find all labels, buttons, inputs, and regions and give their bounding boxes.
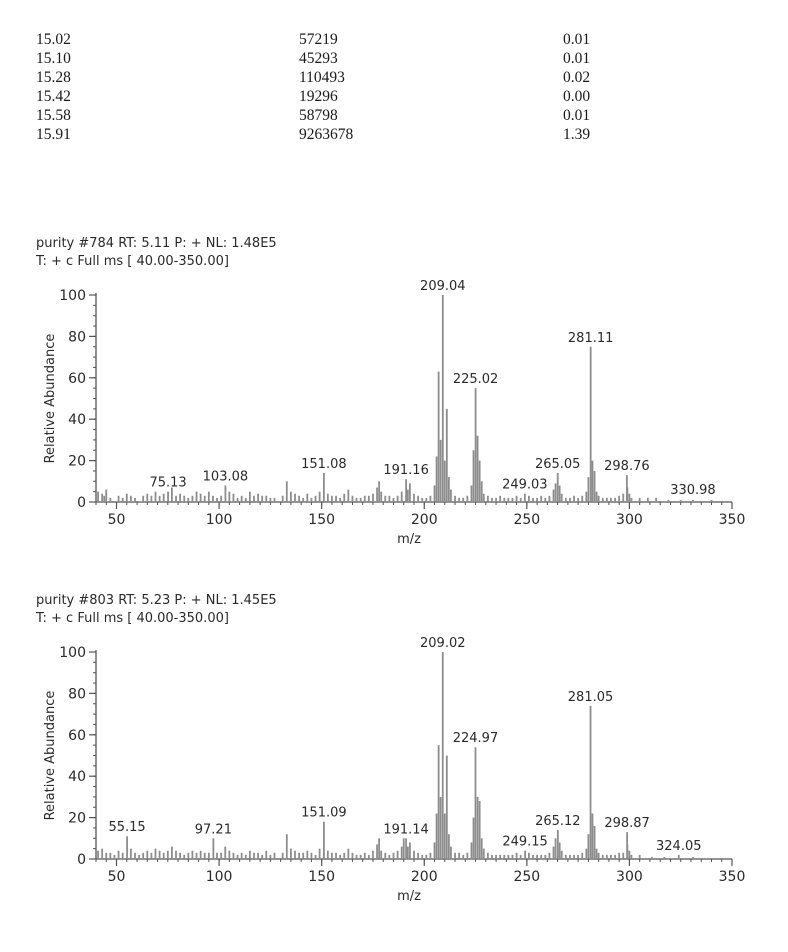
x-tick-label: 200 [411, 512, 438, 528]
table-row: 15.28 110493 0.02 [36, 68, 636, 87]
peak-label: 249.15 [502, 835, 548, 850]
chart-subtitle: T: + c Full ms [ 40.00-350.00] [35, 254, 229, 269]
peak-label: 151.08 [301, 457, 347, 472]
x-tick-label: 100 [206, 512, 233, 528]
peak-label: 298.87 [604, 816, 650, 831]
mass-spectrum-chart-2: purity #803 RT: 5.23 P: + NL: 1.45E5 T: +… [35, 593, 746, 904]
peak-label: 75.13 [149, 476, 186, 491]
x-tick-label: 350 [719, 869, 746, 885]
y-tick-label: 100 [59, 288, 86, 304]
y-tick-label: 40 [68, 769, 86, 785]
peak-label: 55.15 [108, 820, 145, 835]
peak-label: 265.12 [535, 814, 581, 829]
mass-spectrum-chart-1: purity #784 RT: 5.11 P: + NL: 1.48E5 T: +… [35, 236, 746, 547]
table-cell-area: 9263678 [299, 126, 354, 143]
peak-label: 191.14 [383, 822, 429, 837]
y-tick-label: 100 [59, 645, 86, 661]
y-tick-label: 20 [68, 454, 86, 470]
peak-label: 151.09 [301, 806, 347, 821]
x-tick-label: 50 [108, 869, 126, 885]
table-cell-area: 45293 [299, 50, 338, 67]
x-tick-label: 250 [513, 512, 540, 528]
table-row: 15.58 58798 0.01 [36, 106, 636, 125]
table-cell-area: 57219 [299, 31, 338, 48]
x-tick-label: 300 [616, 512, 643, 528]
y-tick-label: 60 [68, 728, 86, 744]
y-tick-label: 80 [68, 329, 86, 345]
table-cell-rt: 15.91 [36, 126, 71, 143]
table-cell-percent: 0.01 [563, 31, 591, 48]
y-axis-label: Relative Abundance [43, 334, 58, 464]
x-tick-label: 100 [206, 869, 233, 885]
peak-label: 281.11 [568, 331, 614, 346]
x-tick-label: 250 [513, 869, 540, 885]
x-axis-label: m/z [397, 889, 421, 904]
peak-label: 209.02 [420, 636, 466, 651]
peak-label: 249.03 [502, 478, 548, 493]
x-tick-label: 150 [308, 869, 335, 885]
x-tick-label: 50 [108, 512, 126, 528]
y-tick-label: 60 [68, 371, 86, 387]
peak-label: 209.04 [420, 279, 466, 294]
peak-label: 324.05 [656, 839, 702, 854]
y-tick-label: 40 [68, 412, 86, 428]
table-row: 15.10 45293 0.01 [36, 49, 636, 68]
peak-label: 191.16 [383, 463, 429, 478]
peak-label: 281.05 [568, 690, 614, 705]
table-row: 15.42 19296 0.00 [36, 87, 636, 106]
y-tick-label: 80 [68, 686, 86, 702]
y-axis-label: Relative Abundance [43, 691, 58, 821]
chart-title: purity #803 RT: 5.23 P: + NL: 1.45E5 [36, 593, 277, 608]
table-cell-percent: 0.01 [563, 107, 591, 124]
table-cell-percent: 0.01 [563, 50, 591, 67]
y-tick-label: 0 [77, 495, 86, 511]
x-tick-label: 350 [719, 512, 746, 528]
table-cell-area: 110493 [299, 69, 345, 86]
x-tick-label: 150 [308, 512, 335, 528]
table-row: 15.91 9263678 1.39 [36, 125, 636, 144]
peak-label: 265.05 [535, 457, 581, 472]
peak-label: 97.21 [195, 822, 232, 837]
peak-label: 103.08 [203, 469, 249, 484]
table-cell-rt: 15.58 [36, 107, 71, 124]
table-cell-percent: 1.39 [563, 126, 591, 143]
peak-label: 224.97 [453, 731, 499, 746]
x-tick-label: 300 [616, 869, 643, 885]
x-axis-label: m/z [397, 532, 421, 547]
peak-label: 330.98 [670, 483, 716, 498]
table-cell-rt: 15.28 [36, 69, 71, 86]
table-row: 15.02 57219 0.01 [36, 30, 636, 49]
y-tick-label: 20 [68, 811, 86, 827]
x-tick-label: 200 [411, 869, 438, 885]
chart-subtitle: T: + c Full ms [ 40.00-350.00] [35, 611, 229, 626]
table-cell-percent: 0.02 [563, 69, 591, 86]
chart-title: purity #784 RT: 5.11 P: + NL: 1.48E5 [36, 236, 277, 251]
data-table: 15.02 57219 0.01 15.10 45293 0.01 15.28 … [36, 30, 636, 144]
table-cell-percent: 0.00 [563, 88, 591, 105]
peak-label: 298.76 [604, 459, 650, 474]
table-cell-rt: 15.02 [36, 31, 71, 48]
table-cell-rt: 15.10 [36, 50, 71, 67]
peak-label: 225.02 [453, 372, 499, 387]
table-cell-area: 58798 [299, 107, 338, 124]
table-cell-rt: 15.42 [36, 88, 71, 105]
table-cell-area: 19296 [299, 88, 338, 105]
y-tick-label: 0 [77, 852, 86, 868]
